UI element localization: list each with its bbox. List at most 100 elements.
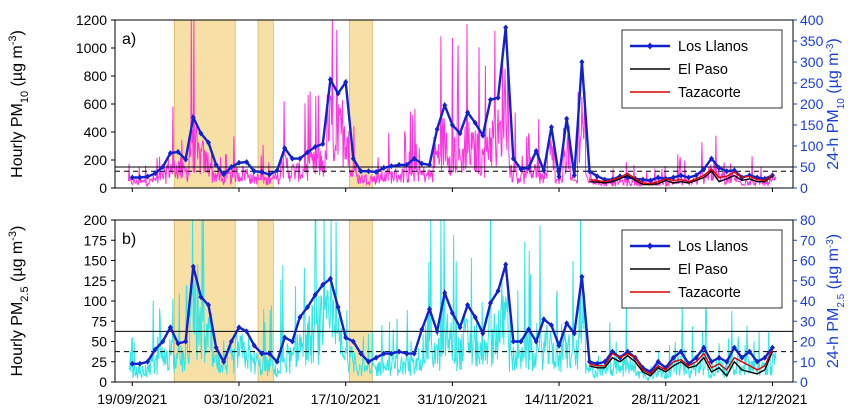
left-tick-label: 25 (91, 354, 107, 370)
data-point-los-llanos (145, 358, 151, 365)
data-point-los-llanos (213, 161, 219, 168)
data-point-los-llanos (221, 358, 227, 365)
data-point-los-llanos (426, 306, 432, 313)
data-point-los-llanos (137, 360, 143, 367)
data-point-los-llanos (145, 173, 151, 180)
data-point-los-llanos (701, 166, 707, 173)
data-point-los-llanos (571, 172, 577, 179)
right-tick-label: 300 (800, 54, 824, 70)
data-point-los-llanos (465, 302, 471, 309)
data-point-los-llanos (465, 109, 471, 116)
data-point-los-llanos (373, 354, 379, 361)
right-tick-label: 400 (800, 12, 824, 28)
data-point-los-llanos (754, 358, 760, 365)
data-point-los-llanos (526, 164, 532, 171)
data-point-los-llanos (739, 354, 745, 361)
data-point-los-llanos (686, 174, 692, 181)
right-tick-label: 150 (800, 117, 824, 133)
data-point-los-llanos (198, 293, 204, 300)
data-point-los-llanos (388, 163, 394, 170)
left-tick-label: 50 (91, 334, 107, 350)
axis-label-part: Hourly PM (9, 103, 26, 178)
data-point-los-llanos (320, 140, 326, 147)
data-point-los-llanos (556, 342, 562, 349)
data-point-los-llanos (724, 168, 730, 175)
data-point-los-llanos (487, 300, 493, 307)
right-tick-label: 40 (800, 293, 816, 309)
data-point-los-llanos (526, 326, 532, 333)
data-point-los-llanos (724, 358, 730, 365)
data-point-los-llanos (472, 119, 478, 126)
axis-label-part: ) (9, 226, 26, 231)
axis-label-part: 24-h PM (825, 109, 842, 169)
data-point-los-llanos (289, 338, 295, 345)
data-point-los-llanos (495, 94, 501, 101)
panel-pm25-plot (115, 220, 793, 382)
data-point-los-llanos (350, 338, 356, 345)
data-point-los-llanos (426, 161, 432, 168)
left-tick-label: 800 (84, 68, 108, 84)
data-point-los-llanos (228, 338, 234, 345)
data-point-los-llanos (548, 322, 554, 329)
data-point-los-llanos (167, 324, 173, 331)
data-point-los-llanos (381, 164, 387, 171)
data-point-los-llanos (381, 350, 387, 357)
series-line-el-paso (589, 170, 773, 186)
legend-label-tazacorte: Tazacorte (678, 85, 741, 101)
axis-label-part: Hourly PM (9, 302, 26, 377)
data-point-los-llanos (259, 169, 265, 176)
data-point-los-llanos (678, 348, 684, 355)
left-tick-label: 100 (84, 293, 108, 309)
x-tick-label: 28/11/2021 (631, 391, 700, 407)
right-tick-label: 30 (800, 313, 816, 329)
axis-label-part: 10 (836, 98, 847, 110)
data-point-los-llanos (411, 155, 417, 162)
data-point-los-llanos (442, 102, 448, 109)
data-point-los-llanos (769, 344, 775, 351)
data-point-los-llanos (213, 344, 219, 351)
data-point-los-llanos (404, 161, 410, 168)
axis-label-part: ) (825, 234, 842, 239)
data-point-los-llanos (244, 158, 250, 165)
data-point-los-llanos (480, 132, 486, 139)
data-point-los-llanos (228, 164, 234, 170)
data-point-los-llanos (731, 344, 737, 351)
left-tick-label: 0 (99, 374, 107, 390)
data-point-los-llanos (175, 340, 181, 347)
data-point-los-llanos (327, 76, 333, 83)
axis-label-part: 24-h PM (825, 308, 842, 368)
left-tick-label: 125 (84, 273, 108, 289)
data-point-los-llanos (472, 314, 478, 321)
data-point-los-llanos (716, 354, 722, 361)
data-point-los-llanos (503, 261, 509, 268)
data-point-los-llanos (556, 173, 562, 180)
data-point-los-llanos (274, 167, 280, 174)
data-point-los-llanos (343, 79, 349, 86)
axis-label-part: 10 (19, 91, 31, 103)
left-tick-label: 0 (99, 180, 107, 196)
data-point-los-llanos (190, 114, 196, 121)
data-point-los-llanos (396, 348, 402, 355)
left-tick-label: 200 (84, 152, 108, 168)
data-point-los-llanos (693, 354, 699, 361)
data-point-los-llanos (533, 148, 539, 155)
legend-marker-los-llanos (647, 42, 653, 50)
data-point-los-llanos (541, 316, 547, 323)
data-point-los-llanos (579, 273, 585, 280)
right-tick-label: 10 (800, 354, 816, 370)
data-point-los-llanos (548, 124, 554, 131)
panel-tag: b) (122, 231, 136, 248)
legend-marker-los-llanos (647, 242, 653, 250)
axis-label-part: (µg m (9, 241, 26, 287)
x-tick-label: 12/12/2021 (737, 391, 807, 407)
data-point-los-llanos (541, 167, 547, 174)
data-point-los-llanos (251, 168, 257, 175)
right-tick-label: 70 (800, 232, 816, 248)
axis-label-part: -3 (825, 43, 836, 52)
data-point-los-llanos (678, 172, 684, 179)
data-point-los-llanos (587, 168, 593, 175)
data-point-los-llanos (343, 334, 349, 341)
data-point-los-llanos (350, 155, 356, 162)
x-tick-label: 14/11/2021 (525, 391, 594, 407)
